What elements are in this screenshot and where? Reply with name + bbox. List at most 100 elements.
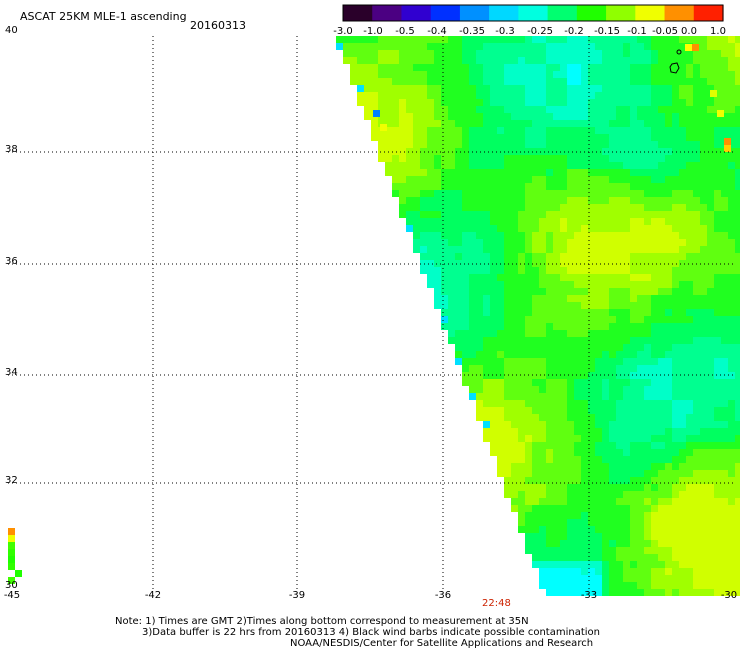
swath-pixel (637, 519, 644, 526)
swath-pixel (693, 421, 700, 428)
swath-pixel (357, 50, 364, 57)
swath-pixel (637, 162, 644, 169)
swath-pixel (693, 449, 700, 456)
swath-pixel (721, 477, 728, 484)
swath-pixel (392, 64, 399, 71)
swath-pixel (504, 288, 511, 295)
swath-pixel (588, 162, 595, 169)
swath-pixel (714, 239, 721, 246)
swath-pixel (623, 582, 630, 589)
swath-pixel (511, 344, 518, 351)
swath-pixel (455, 43, 462, 50)
swath-pixel (378, 134, 385, 141)
swath-pixel (728, 589, 735, 596)
swath-pixel (441, 197, 448, 204)
swath-pixel (406, 50, 413, 57)
swath-pixel (665, 99, 672, 106)
swath-pixel (567, 533, 574, 540)
swath-pixel (504, 281, 511, 288)
swath-pixel (588, 463, 595, 470)
swath-pixel (637, 337, 644, 344)
swath-pixel (728, 547, 735, 554)
swath-pixel (700, 477, 707, 484)
swath-pixel (539, 253, 546, 260)
swath-pixel (455, 113, 462, 120)
swath-pixel (672, 435, 679, 442)
swath-pixel (644, 547, 651, 554)
swath-pixel (546, 386, 553, 393)
swath-pixel (595, 134, 602, 141)
swath-pixel (686, 36, 693, 43)
swath-pixel (462, 365, 469, 372)
swath-pixel (490, 64, 497, 71)
swath-pixel (497, 113, 504, 120)
swath-pixel (427, 281, 434, 288)
swath-pixel (476, 344, 483, 351)
swath-pixel (448, 155, 455, 162)
swath-pixel (413, 85, 420, 92)
swath-pixel (560, 512, 567, 519)
swath-pixel (567, 456, 574, 463)
swath-pixel (462, 85, 469, 92)
swath-pixel (693, 442, 700, 449)
swath-pixel (567, 554, 574, 561)
swath-pixel (532, 239, 539, 246)
swath-pixel (546, 323, 553, 330)
swath-pixel (441, 92, 448, 99)
swath-pixel (588, 505, 595, 512)
swath-pixel (735, 99, 740, 106)
swath-pixel (692, 44, 699, 51)
swath-pixel (644, 589, 651, 596)
swath-pixel (378, 155, 385, 162)
swath-pixel (525, 393, 532, 400)
swath-pixel (476, 92, 483, 99)
swath-pixel (735, 36, 740, 43)
swath-pixel (476, 64, 483, 71)
swath-pixel (476, 309, 483, 316)
swath-pixel (665, 218, 672, 225)
swath-pixel (686, 351, 693, 358)
swath-pixel (560, 113, 567, 120)
swath-pixel (539, 204, 546, 211)
swath-pixel (735, 141, 740, 148)
swath-pixel (462, 176, 469, 183)
swath-pixel (630, 358, 637, 365)
swath-pixel (455, 267, 462, 274)
swath-pixel (721, 246, 728, 253)
swath-pixel (714, 267, 721, 274)
swath-pixel (707, 232, 714, 239)
swath-pixel (434, 211, 441, 218)
swath-pixel (483, 260, 490, 267)
swath-pixel (728, 351, 735, 358)
swath-pixel (553, 540, 560, 547)
swath-pixel (567, 442, 574, 449)
swath-pixel (616, 36, 623, 43)
swath-pixel (665, 92, 672, 99)
swath-pixel (623, 169, 630, 176)
swath-pixel (504, 85, 511, 92)
swath-pixel (658, 260, 665, 267)
swath-pixel (560, 50, 567, 57)
swath-pixel (399, 176, 406, 183)
swath-pixel (717, 110, 724, 117)
swath-pixel (658, 43, 665, 50)
swath-pixel (581, 225, 588, 232)
colorbar-label: -0.15 (594, 26, 620, 37)
swath-pixel (728, 113, 735, 120)
swath-pixel (462, 260, 469, 267)
swath-pixel (602, 218, 609, 225)
swath-pixel (560, 526, 567, 533)
swath-pixel (623, 512, 630, 519)
swath-pixel (623, 526, 630, 533)
swath-pixel (434, 155, 441, 162)
swath-pixel (714, 288, 721, 295)
swath-pixel (588, 442, 595, 449)
swath-pixel (630, 127, 637, 134)
swath-pixel (658, 316, 665, 323)
swath-pixel (483, 162, 490, 169)
swath-pixel (644, 92, 651, 99)
swath-pixel (448, 267, 455, 274)
swath-pixel (553, 120, 560, 127)
swath-pixel (8, 528, 15, 535)
swath-pixel (665, 127, 672, 134)
